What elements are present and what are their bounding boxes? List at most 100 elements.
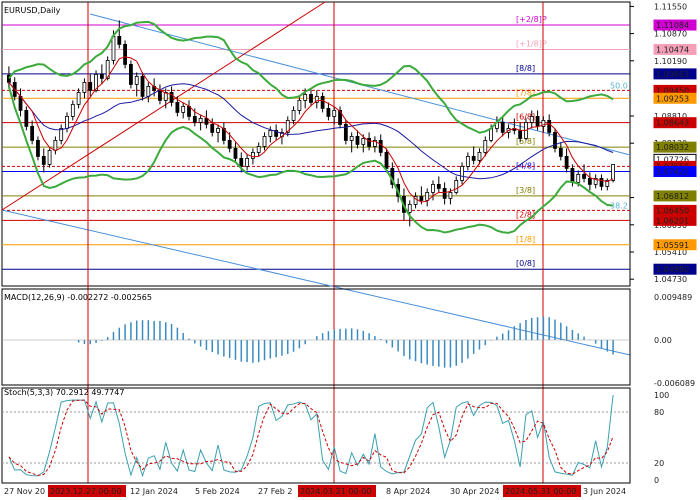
candle-body [291,110,296,121]
candle-body [611,163,615,181]
x-label-highlight [298,485,376,497]
murrey-label: [5/8] [516,137,535,146]
candle-body [7,74,11,83]
candle-body [24,110,29,127]
candle-body [262,135,267,147]
price-label-box [653,117,697,129]
candle-body [239,157,244,167]
murrey-label: [4/8] [516,162,535,171]
candle-body [419,195,424,201]
candle-body [564,155,569,169]
candle-body [94,74,98,91]
candle-body [367,137,371,147]
fast-ma-line [8,56,614,203]
candle-body [477,151,482,161]
candle-body [140,76,145,97]
candle-body [413,195,418,205]
murrey-label: [7/8] [516,88,535,97]
price-label-box [653,43,697,55]
candle-body [338,110,342,125]
bollinger-upper-line [8,20,614,134]
candle-body [361,137,366,145]
candle-body [373,139,377,147]
murrey-label: [+1/8]P [516,39,547,48]
candle-body [227,139,232,149]
x-axis-label: 30 Apr 2024 [450,487,499,496]
candle-body [465,155,470,167]
price-tick-label: 1.04730 [654,275,687,284]
candle-body [460,165,464,181]
murrey-label: [3/8] [516,186,535,195]
candle-body [274,129,279,137]
price-label-box [653,166,697,178]
candle-body [41,155,46,165]
price-pane: [+2/8]P [+1/8]P [8/8] [7/8] [6/8] [5/8] [4/8] [… [1,1,631,483]
candle-body [599,177,604,187]
candle-body [82,82,87,93]
candle-body [36,139,40,157]
macd-tick-label: -0.006089 [654,379,695,388]
candle-body [529,116,534,123]
candle-body [30,126,35,141]
stoch-pane: 100 80 20 0 [1,387,669,485]
stoch-pane-frame [1,387,631,484]
x-axis-label: 12 Jan 2024 [130,487,178,496]
price-label-text: 1.06450 [656,206,689,215]
x-axis-label: 2024.03.21 00:00 [300,487,371,496]
price-tick-label: 1.08810 [654,112,687,121]
x-axis-label: 27 Feb 2 [258,487,293,496]
candle-body [285,120,290,133]
candle-body [314,96,319,103]
candle-body [163,92,168,101]
candle-body [332,110,337,117]
candle-body [576,173,581,183]
candle-body [59,127,64,141]
price-label-box [653,190,697,202]
candle-body [187,106,191,117]
x-axis-label: 2023.12.27 00:00 [50,487,121,496]
candle-body [547,120,552,133]
candle-body [448,191,453,199]
price-label-text: 1.07726 [656,155,689,164]
stoch-tick-label: 0 [654,476,659,485]
candle-body [431,183,435,193]
candle-body [129,64,133,85]
candle-body [169,92,174,103]
stoch-tick-label: 20 [654,459,664,468]
candle-body [123,44,127,65]
price-label-box [653,141,697,153]
murrey-label: [+2/8]P [516,15,547,24]
price-label-box [653,214,697,226]
price-label-box [653,239,697,251]
bollinger-lower-line [7,86,614,234]
murrey-label: [2/8] [516,210,535,219]
candle-body [88,82,93,91]
x-axis-label: 2024.05.31 00:00 [505,487,576,496]
candle-body [320,96,325,109]
candle-body [471,155,476,161]
murrey-label: [1/8] [516,235,535,244]
candle-body [105,60,110,79]
murrey-label: [0/8] [516,259,535,268]
candle-body [500,122,505,133]
x-axis-label: 27 Nov 20 [4,487,45,496]
stoch-tick-label: 80 [654,408,664,417]
price-tick-label: 1.10870 [654,30,687,39]
x-axis-label: 5 Feb 2024 [195,487,240,496]
x-label-highlight [48,485,126,497]
candle-body [378,139,383,153]
macd-tick-label: 0.009489 [654,293,692,302]
candle-body [558,147,563,157]
macd-pane-frame [1,288,631,386]
moving-average-line [8,82,614,180]
candle-body [297,100,302,111]
candle-body [343,124,348,141]
fib-label: 38.2 [610,201,628,210]
chart-title: EURUSD,Daily [4,6,61,15]
candle-body [268,129,273,137]
price-label-text: 1.09863 [656,70,689,79]
candle-body [326,108,331,117]
candle-body [593,177,598,185]
candle-body [117,36,122,45]
